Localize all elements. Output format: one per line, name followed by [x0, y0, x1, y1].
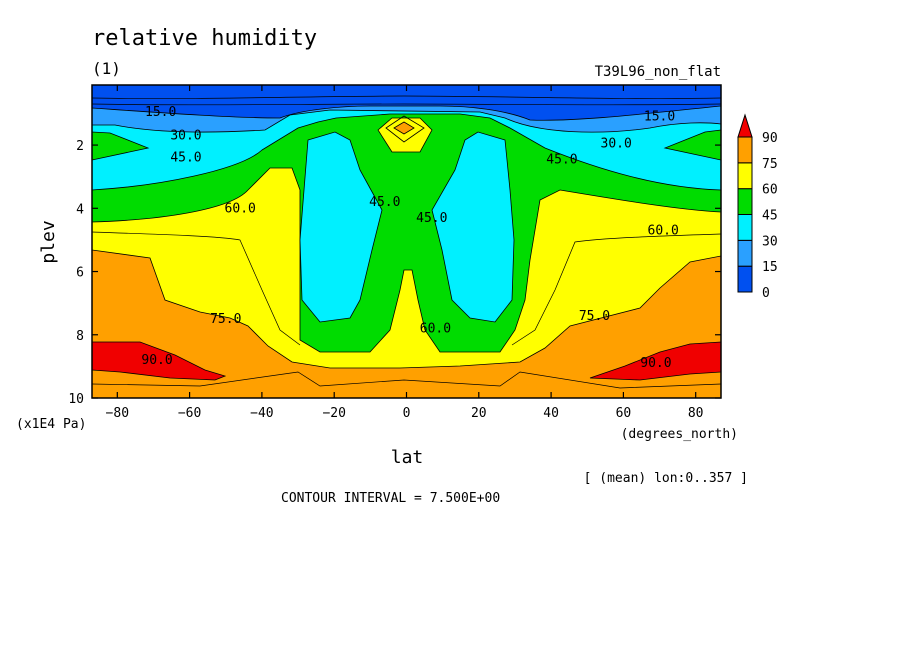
x-tick-label: −80: [106, 406, 129, 421]
fill-band-90-right: [589, 341, 721, 381]
colorbar-label: 75: [762, 157, 778, 172]
colorbar-label: 30: [762, 234, 778, 249]
x-tick-label: −60: [178, 406, 201, 421]
fill-lobe-right: [431, 131, 515, 323]
y-tick-label: 4: [76, 202, 84, 217]
x-tick-label: 40: [543, 406, 559, 421]
colorbar-swatch: [737, 188, 753, 216]
top-peak-ring: [385, 115, 425, 143]
colorbar-swatch: [737, 239, 753, 267]
contour-interval-text: CONTOUR INTERVAL = 7.500E+00: [281, 491, 500, 506]
fill-band-75-90: [92, 249, 721, 398]
contour-label: 60.0: [648, 223, 679, 238]
chart-title: relative humidity: [92, 26, 317, 51]
x-axis-unit: (degrees_north): [621, 427, 738, 442]
contour-label: 60.0: [225, 201, 256, 216]
colorbar-swatch: [737, 136, 753, 164]
colorbar-label: 15: [762, 260, 778, 275]
plot-area: [92, 85, 721, 398]
x-tick-label: 60: [616, 406, 632, 421]
contour-label: 45.0: [170, 151, 201, 166]
y-tick-label: 2: [76, 139, 84, 154]
x-tick-label: 80: [688, 406, 704, 421]
x-tick-label: −20: [322, 406, 345, 421]
colorbar: 0 15 30 45 60 75 90: [737, 113, 778, 301]
colorbar-swatch: [737, 214, 753, 241]
contour-label: 15.0: [145, 105, 176, 120]
y-tick-label: 6: [76, 266, 84, 281]
colorbar-label: 0: [762, 286, 770, 301]
contour-label: 90.0: [141, 353, 172, 368]
x-tick-label: −40: [250, 406, 273, 421]
x-tick-label: 0: [403, 406, 411, 421]
contour-label: 30.0: [170, 129, 201, 144]
contour-label: 60.0: [420, 321, 451, 336]
contour-labels: 15.0 15.0 30.0 30.0 45.0 45.0 45.0 45.0 60.0 60.0…: [141, 105, 678, 371]
contour-label: 45.0: [546, 152, 577, 167]
colorbar-swatch: [737, 265, 753, 293]
contour-line-low: [92, 371, 721, 389]
contour-label: 45.0: [416, 211, 447, 226]
contour-label: 45.0: [369, 195, 400, 210]
y-axis-unit: (x1E4 Pa): [16, 417, 86, 432]
x-tick-label: 20: [471, 406, 487, 421]
y-tick-label: 10: [68, 392, 84, 407]
fill-top-peak: [377, 117, 433, 153]
contour-line-top-2: [92, 103, 721, 106]
contour-label: 90.0: [640, 356, 671, 371]
chart-subtitle: (1): [92, 59, 121, 78]
x-axis-label: lat: [391, 447, 424, 468]
colorbar-label: 90: [762, 131, 778, 146]
contour-line-top-1: [92, 95, 721, 99]
contour-label: 75.0: [579, 309, 610, 324]
fill-top-peak-inner: [393, 121, 415, 135]
axis-ticks: −80 −60 −40 −20 0 20 40 60 80 2 4 6 8 10: [68, 85, 721, 421]
fill-lobe-left: [299, 131, 383, 323]
contour-line-mid-right: [511, 233, 721, 346]
fill-band-90-left: [92, 341, 227, 381]
mean-note: [ (mean) lon:0..357 ]: [584, 471, 748, 486]
contour-label: 15.0: [644, 110, 675, 125]
run-label: T39L96_non_flat: [595, 64, 721, 80]
colorbar-swatch: [737, 162, 753, 190]
y-tick-label: 8: [76, 329, 84, 344]
colorbar-label: 60: [762, 183, 778, 198]
contour-line-mid-left: [92, 231, 301, 346]
colorbar-extend-arrow: [737, 113, 753, 138]
contour-label: 30.0: [601, 136, 632, 151]
colorbar-label: 45: [762, 209, 778, 224]
contour-label: 75.0: [210, 312, 241, 327]
y-axis-label: plev: [38, 220, 59, 263]
